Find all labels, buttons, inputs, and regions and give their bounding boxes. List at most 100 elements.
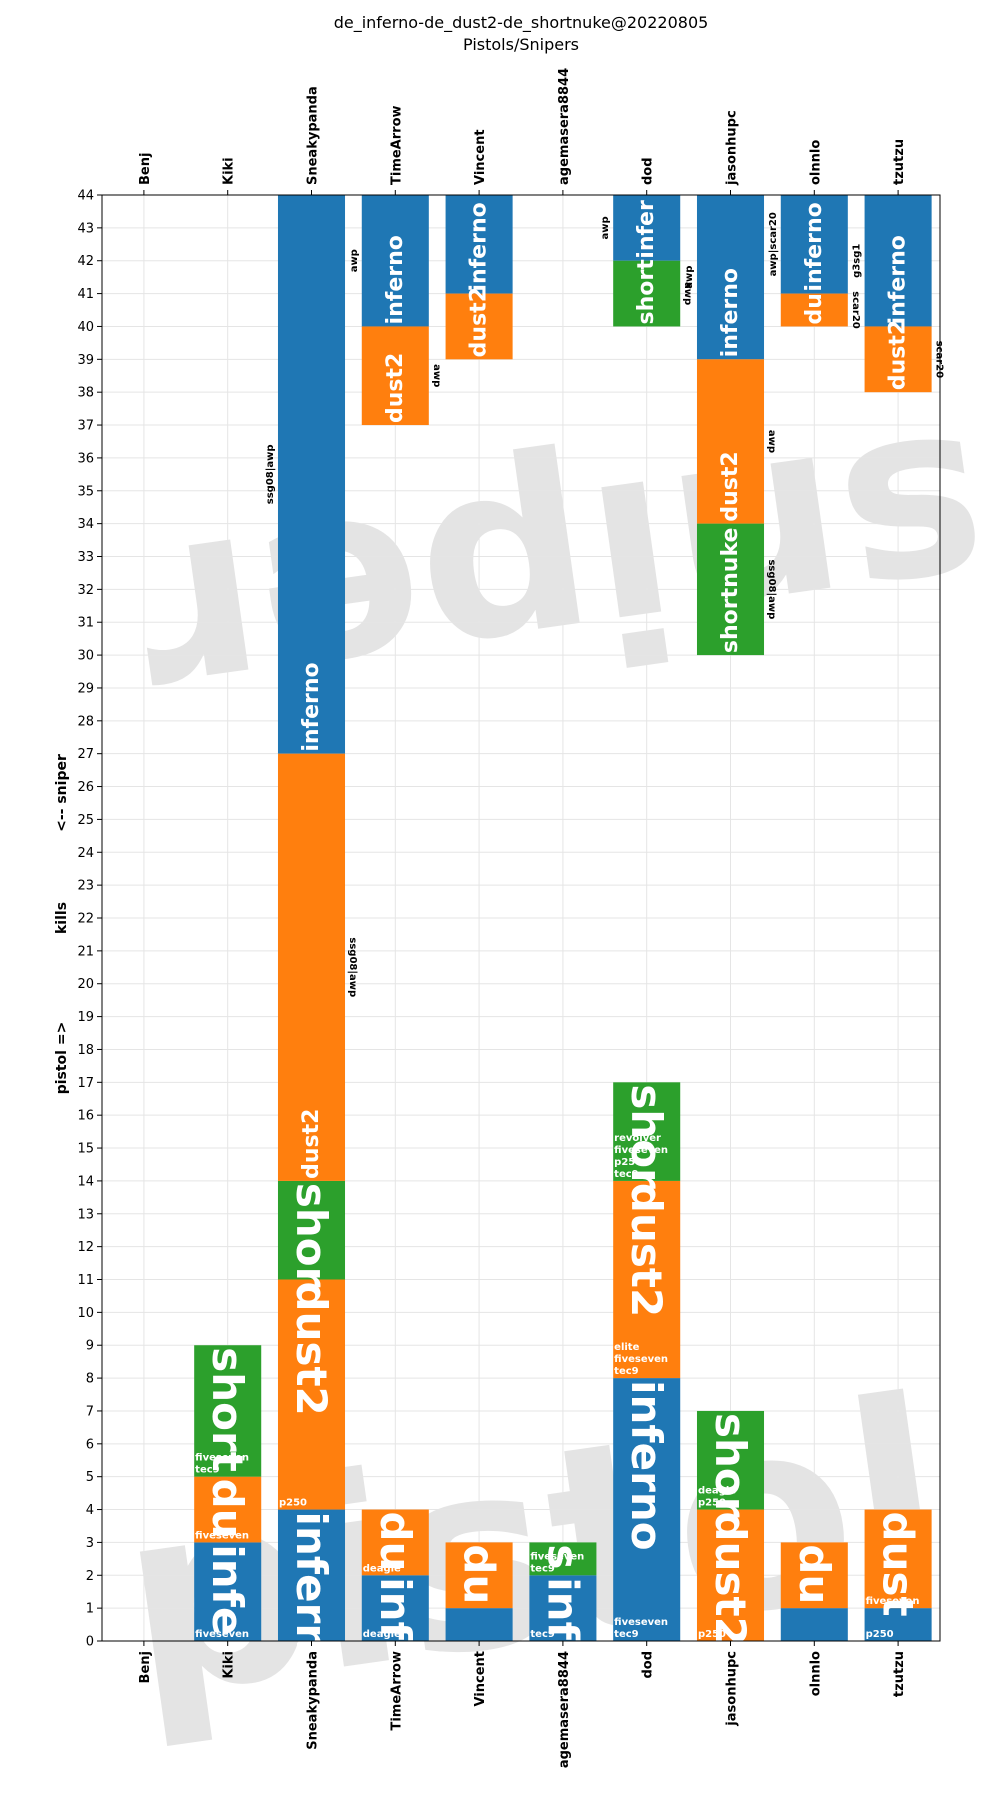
sniper-bar-segment: [613, 260, 681, 327]
sniper-bar-segment: [780, 195, 848, 294]
pistol-segment-weapon: p250: [614, 1157, 642, 1168]
pistol-segment-map-label: shor: [706, 1413, 755, 1518]
player-label-top: olnnlo: [808, 140, 823, 185]
sniper-bar-segment: [361, 195, 429, 327]
chart-title: de_inferno-de_dust2-de_shortnuke@2022080…: [334, 13, 709, 33]
player-label-top: dod: [641, 157, 656, 185]
sniper-bar-segment: [613, 195, 681, 261]
pistol-segment-weapon: fiveseven: [614, 1617, 668, 1628]
player-label-bottom: agemasera8844: [557, 1651, 572, 1768]
pistol-segment-weapon: tec9: [614, 1366, 638, 1377]
y-tick-label: 13: [77, 1207, 94, 1222]
sniper-bar-segment: [864, 326, 932, 393]
pistol-segment-weapon: tec9: [195, 1465, 219, 1476]
pistol-segment-weapon: fiveseven: [614, 1145, 668, 1156]
y-tick-label: 16: [77, 1109, 94, 1124]
pistol-bar-segment: [194, 1476, 262, 1543]
pistol-bar-segment: [864, 1509, 932, 1609]
pistol-segment-weapon: revolver: [614, 1133, 661, 1144]
pistol-bar-segment: [613, 1378, 681, 1641]
pistol-bar-segment: [864, 1608, 932, 1641]
pistol-segment-weapon: fiveseven: [195, 1530, 249, 1541]
y-tick-label: 42: [77, 254, 94, 269]
y-tick-label: 37: [77, 419, 94, 434]
pistol-segment-map-label: du: [455, 1544, 504, 1604]
pistol-segment-weapon: p250: [698, 1498, 726, 1509]
pistol-segment-map-label: inf: [538, 1577, 587, 1640]
pistol-segment-weapon: fiveseven: [614, 1354, 668, 1365]
y-tick-label: 44: [77, 189, 94, 204]
pistol-bar-segment: [613, 1180, 681, 1379]
y-tick-label: 12: [77, 1240, 94, 1255]
y-tick-label: 39: [77, 353, 94, 368]
sniper-segment-weapon: ssg08|awp: [347, 937, 358, 997]
player-label-bottom: TimeArrow: [389, 1651, 404, 1731]
y-tick-label: 24: [77, 846, 94, 861]
sniper-bar-segment: [780, 293, 848, 327]
sniper-segment-weapon: awp: [684, 266, 695, 289]
pistol-segment-weapon: p250: [866, 1629, 894, 1640]
y-tick-label: 6: [86, 1437, 94, 1452]
pistol-segment-map-label: shor: [287, 1183, 336, 1288]
y-tick-label: 18: [77, 1043, 94, 1058]
sniper-segment-weapon: awp: [349, 249, 360, 272]
pistol-bar-segment: [445, 1542, 513, 1609]
pistol-bar-segment: [277, 1509, 346, 1641]
sniper-bar-segment: [445, 195, 513, 294]
y-axis-label-sniper: <-- sniper: [54, 754, 70, 832]
y-tick-label: 30: [77, 649, 94, 664]
sniper-segment-map-label: inferno: [886, 235, 911, 324]
player-label-top: Benj: [138, 153, 153, 185]
sniper-segment-map-label: inferno: [467, 202, 492, 291]
sniper-segment-weapon: awp: [600, 216, 611, 239]
y-tick-label: 1: [86, 1602, 94, 1617]
pistol-bar-segment: [529, 1542, 597, 1576]
player-label-top: TimeArrow: [389, 105, 404, 185]
sniper-segment-map-label: dust2: [718, 451, 743, 521]
pistol-segment-weapon: deagle: [363, 1563, 401, 1574]
y-tick-label: 36: [77, 451, 94, 466]
y-tick-label: 14: [77, 1174, 94, 1189]
sniper-segment-weapon: scar20: [934, 341, 945, 379]
pistol-bar-segment: [194, 1542, 262, 1641]
sniper-segment-weapon: ssg08|awp: [766, 559, 777, 619]
y-tick-label: 23: [77, 879, 94, 894]
pistol-segment-weapon: tec9: [614, 1629, 638, 1640]
sniper-segment-map-label: inferno: [299, 662, 324, 751]
y-axis-label-kills: kills: [54, 902, 70, 934]
y-tick-label: 31: [77, 616, 94, 631]
pistol-bar-segment: [277, 1180, 346, 1280]
player-label-bottom: olnnlo: [808, 1651, 823, 1696]
pistol-segment-weapon: deagle: [363, 1629, 401, 1640]
pistol-bar-segment: [361, 1575, 429, 1641]
sniper-segment-map-label: short: [634, 259, 659, 325]
pistol-segment-map-label: short: [203, 1347, 252, 1472]
sniper-segment-map-label: du: [802, 293, 827, 324]
y-tick-label: 29: [77, 681, 94, 696]
y-tick-label: 17: [77, 1076, 94, 1091]
y-tick-label: 7: [86, 1404, 94, 1419]
y-tick-label: 26: [77, 780, 94, 795]
pistol-bar-segment: [613, 1082, 681, 1181]
sniper-segment-map-label: dust2: [299, 1109, 324, 1179]
y-tick-label: 9: [86, 1339, 94, 1354]
pistol-segment-weapon: fiveseven: [866, 1596, 920, 1607]
pistol-segment-map-label: inferno: [622, 1380, 671, 1551]
sniper-segment-map-label: inferno: [718, 268, 743, 357]
sniper-segment-weapon: ssg08|awp: [265, 444, 276, 504]
sniper-segment-map-label: shortnuke: [718, 528, 743, 654]
y-tick-label: 33: [77, 550, 94, 565]
pistol-bar-segment: [361, 1509, 429, 1576]
player-label-top: tzutzu: [892, 139, 907, 185]
pistol-segment-map-label: du: [203, 1479, 252, 1539]
sniper-segment-map-label: inferno: [802, 202, 827, 291]
player-label-bottom: tzutzu: [892, 1651, 907, 1697]
sniper-segment-weapon: scar20: [850, 291, 861, 329]
y-tick-label: 5: [86, 1470, 94, 1485]
sniper-bar-segment: [696, 523, 765, 656]
pistol-segment-map-label: du: [790, 1544, 839, 1604]
pistol-segment-weapon: tec9: [530, 1563, 554, 1574]
y-tick-label: 2: [86, 1569, 94, 1584]
y-tick-label: 3: [86, 1536, 94, 1551]
sniper-bar-segment: [277, 753, 346, 1181]
